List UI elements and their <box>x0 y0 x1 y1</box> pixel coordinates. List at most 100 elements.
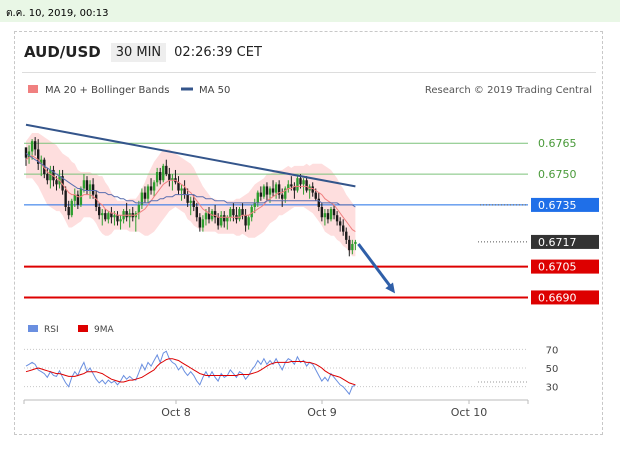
legend-swatch-rsi <box>28 325 38 332</box>
candle-body <box>98 206 101 216</box>
candle-body <box>317 198 320 207</box>
candle-body <box>137 204 141 214</box>
price-tag-4 <box>531 259 599 274</box>
candle-body <box>229 209 232 218</box>
candle-body <box>186 194 189 203</box>
candle-body <box>299 178 302 185</box>
price-tag-5 <box>531 290 599 305</box>
candle-body <box>162 165 165 181</box>
candle-body <box>143 192 147 199</box>
price-tag-label-2: 0.6735 <box>538 199 577 212</box>
header-divider <box>22 72 596 73</box>
candle-body <box>262 186 266 197</box>
candle-body <box>40 159 43 164</box>
x-label-oct10: Oct 10 <box>451 406 488 419</box>
candle-body <box>88 184 92 191</box>
candle-body <box>91 184 95 195</box>
date-bar: ต.ค. 10, 2019, 00:13 <box>0 0 620 22</box>
candle-body <box>55 180 58 185</box>
candle-body <box>268 188 272 195</box>
candle-body <box>67 206 70 216</box>
candle-body <box>277 184 281 195</box>
candle-body <box>348 239 351 251</box>
candle-body <box>342 225 345 232</box>
legend-swatch-ma20 <box>28 85 38 93</box>
candle-body <box>49 169 52 181</box>
forecast-arrow-head <box>385 282 396 294</box>
candle-body <box>125 211 128 218</box>
candle-body <box>107 213 110 220</box>
candle-body <box>70 200 73 216</box>
candle-body <box>33 141 37 150</box>
candle-body <box>256 192 259 203</box>
candle-body <box>247 217 250 226</box>
candle-body <box>52 169 55 181</box>
candle-body <box>290 184 293 187</box>
candle-body <box>43 159 46 175</box>
rsi-line <box>25 350 356 396</box>
candle-body <box>110 213 113 218</box>
price-tag-2 <box>531 197 599 212</box>
candle-body <box>226 217 229 222</box>
candle-body <box>223 215 226 222</box>
candle-body <box>354 241 357 244</box>
price-label-1: 0.6750 <box>538 168 577 181</box>
candle-body <box>253 202 256 207</box>
legend-label-rsi: RSI <box>44 325 59 335</box>
price-tag-3 <box>531 234 599 249</box>
candle-body <box>302 180 305 185</box>
candle-body <box>232 209 235 216</box>
legend-label-ma50: MA 50 <box>199 85 230 96</box>
candle-body <box>287 184 290 189</box>
price-tag-label-3: 0.6717 <box>538 236 577 249</box>
candle-body <box>201 219 205 228</box>
candle-body <box>46 174 49 181</box>
candle-body <box>119 219 122 222</box>
candle-body <box>241 209 244 216</box>
candle-body <box>180 188 183 191</box>
candle-body <box>189 200 192 203</box>
candle-body <box>271 188 275 193</box>
rsi-ma9-line <box>25 358 356 386</box>
candle-body <box>27 151 31 158</box>
candle-body <box>149 186 153 191</box>
candle-body <box>265 186 269 195</box>
resistance-trendline <box>25 123 356 188</box>
candle-body <box>326 213 330 220</box>
candle-body <box>351 243 354 251</box>
candle-body <box>274 184 278 193</box>
candle-body <box>140 192 144 205</box>
candle-body <box>284 188 287 199</box>
candle-body <box>244 215 247 226</box>
candle-body <box>155 172 159 183</box>
candle-body <box>73 194 76 201</box>
candle-body <box>338 221 342 226</box>
research-credit: Research © 2019 Trading Central <box>425 85 592 96</box>
candle-body <box>101 213 104 216</box>
candle-body <box>250 206 253 218</box>
candle-body <box>238 209 241 220</box>
candle-body <box>332 209 336 216</box>
candle-body <box>183 188 186 195</box>
candle-body <box>311 186 314 193</box>
price-label-0: 0.6765 <box>538 137 577 150</box>
candle-body <box>320 206 324 218</box>
candle-body <box>94 194 98 207</box>
candle-body <box>323 213 327 218</box>
candle-body <box>113 215 116 218</box>
candle-body <box>329 209 333 220</box>
candle-body <box>24 147 28 158</box>
price-tag-label-5: 0.6690 <box>538 291 577 304</box>
candle-body <box>104 213 107 220</box>
price-tag-label-4: 0.6705 <box>538 261 577 274</box>
candle-body <box>293 186 296 191</box>
candle-body <box>37 149 40 164</box>
candle-body <box>204 213 208 220</box>
candle-body <box>82 180 86 189</box>
candle-body <box>335 215 339 222</box>
rsi-tick-label-70: 70 <box>546 345 559 356</box>
candle-body <box>159 172 162 181</box>
candle-body <box>296 178 299 191</box>
timeframe-badge: 30 MIN <box>110 42 167 62</box>
candle-body <box>207 213 211 220</box>
